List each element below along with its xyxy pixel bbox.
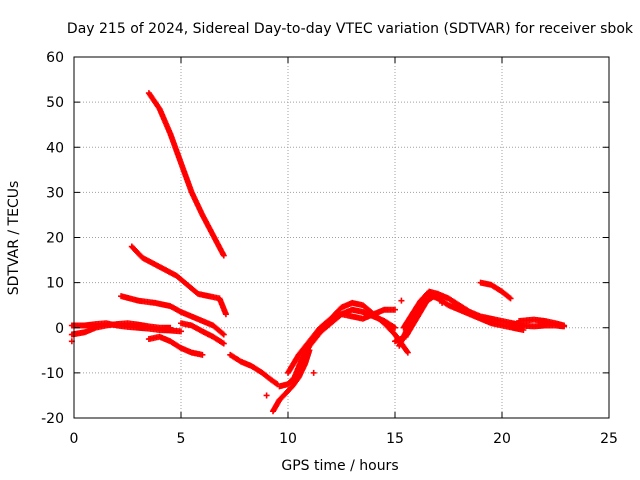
x-tick-label: 10 [279, 431, 297, 447]
y-tick-label: 30 [46, 185, 64, 201]
data-point [404, 349, 411, 356]
series-track-r [516, 322, 568, 330]
y-tick-label: 40 [46, 140, 64, 156]
data-point [219, 330, 226, 337]
x-tick-label: 5 [177, 431, 186, 447]
series-track-l [295, 306, 398, 372]
x-tick-label: 15 [386, 431, 404, 447]
chart-title: Day 215 of 2024, Sidereal Day-to-day VTE… [67, 21, 634, 37]
data-point [507, 295, 514, 302]
data-point [220, 340, 227, 347]
data-point [178, 328, 184, 335]
series-track-a [145, 90, 227, 259]
series-track-g [178, 320, 227, 347]
data-point [220, 331, 227, 338]
series-track-b [128, 243, 229, 318]
data-point [398, 297, 405, 304]
data-point [199, 351, 206, 358]
y-tick-label: 20 [46, 231, 64, 247]
x-tick-label: 0 [70, 431, 79, 447]
y-axis-label: SDTVAR / TECUs [6, 181, 22, 296]
series-track-f [145, 333, 206, 358]
data-point [310, 369, 317, 376]
data-point [434, 290, 441, 297]
data-point [222, 311, 229, 318]
x-tick-label: 20 [493, 431, 511, 447]
x-tick-label: 25 [600, 431, 618, 447]
y-tick-label: 10 [46, 276, 64, 292]
grid-lines [74, 57, 609, 418]
series-outliers [68, 297, 446, 399]
y-tick-label: 60 [46, 50, 64, 66]
series-track-c [118, 293, 227, 338]
data-points [68, 90, 568, 415]
data-point [392, 324, 398, 331]
series-track-o [392, 290, 441, 345]
data-point [263, 392, 270, 399]
series-track-n [400, 288, 527, 331]
x-axis-label: GPS time / hours [281, 458, 398, 474]
y-tick-label: -10 [41, 366, 64, 382]
y-tick-label: 0 [55, 321, 64, 337]
y-tick-label: 50 [46, 95, 64, 111]
data-point [220, 252, 227, 259]
data-point [392, 306, 398, 313]
x-axis-ticks: 0 5 10 15 20 25 [70, 57, 618, 447]
data-point [439, 299, 446, 306]
y-axis-ticks: -20 -10 0 10 20 30 40 50 60 [41, 50, 609, 427]
y-tick-label: -20 [41, 411, 64, 427]
data-point [561, 323, 568, 330]
series-track-h [227, 351, 281, 388]
series-track-e [68, 320, 184, 335]
series-track-p [477, 279, 514, 302]
